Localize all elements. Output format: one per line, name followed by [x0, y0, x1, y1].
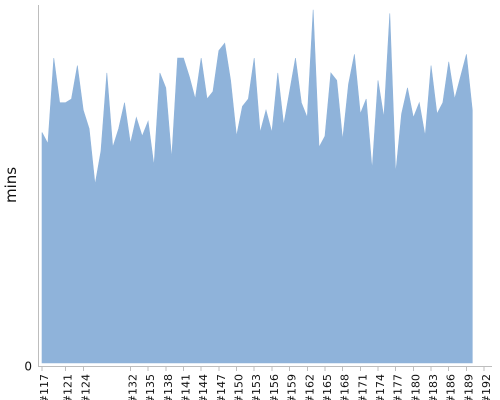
x-tick-label: #135 — [144, 374, 157, 400]
y-tick-label-0: 0 — [24, 360, 32, 374]
x-tick-label: #124 — [79, 374, 92, 400]
x-tick-label: #144 — [197, 374, 210, 400]
x-tick-label: #156 — [268, 374, 281, 400]
x-tick-label: #162 — [303, 374, 316, 400]
x-tick-label: #159 — [286, 374, 299, 400]
x-axis-ticks: #117 #121 #124 #132 #135 #138 #141 #144 #147 #150… — [38, 366, 493, 400]
x-tick-label: #186 — [445, 374, 458, 400]
x-tick-label: #132 — [126, 374, 139, 400]
x-tick-label: #168 — [339, 374, 352, 400]
y-axis-label: mins — [2, 167, 20, 203]
x-tick-label: #174 — [374, 374, 387, 400]
x-tick-label: #138 — [162, 374, 175, 400]
x-tick-label: #177 — [392, 374, 405, 400]
x-tick-label: #117 — [38, 374, 51, 400]
x-tick-label: #153 — [250, 374, 263, 400]
x-tick-label: #121 — [62, 374, 75, 400]
x-tick-label: #171 — [356, 374, 369, 400]
x-tick-label: #189 — [462, 374, 475, 400]
x-tick-label: #141 — [179, 374, 192, 400]
area-series — [41, 9, 473, 364]
x-tick-label: #192 — [480, 374, 493, 400]
x-tick-label: #150 — [233, 374, 246, 400]
x-tick-label: #183 — [427, 374, 440, 400]
x-tick-label: #165 — [321, 374, 334, 400]
x-tick-label: #147 — [215, 374, 228, 400]
x-tick-label: #180 — [409, 374, 422, 400]
